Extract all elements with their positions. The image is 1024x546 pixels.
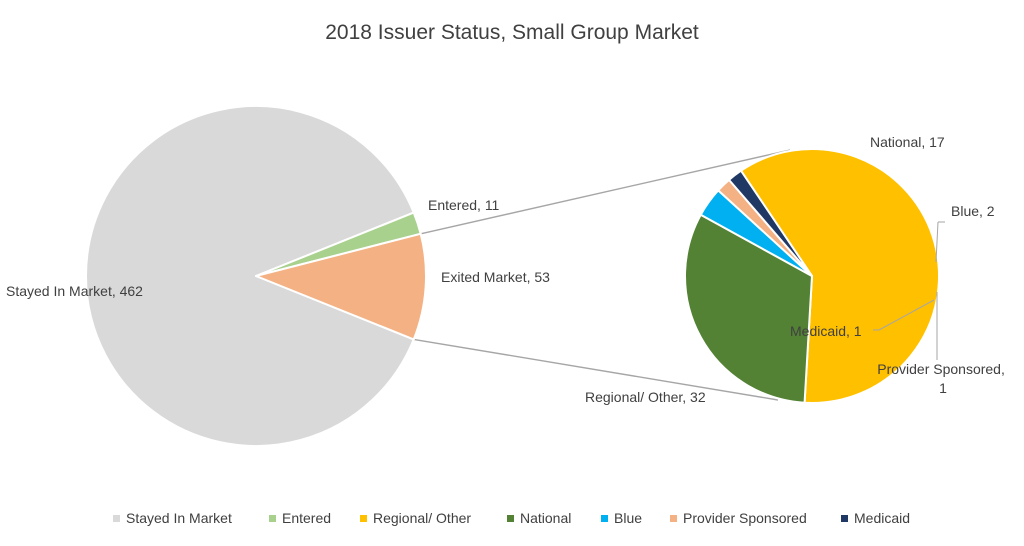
legend-label-stayed-in-market: Stayed In Market [126,510,232,526]
connector-lines [413,149,791,401]
legend-swatch-provider-sponsored [670,515,677,522]
legend-swatch-regional-other [360,515,367,522]
leader-line-blue-2 [935,221,939,263]
main-slice-exited-market [255,232,427,341]
data-label-medicaid: Medicaid, 1 [790,323,862,339]
legend-swatch-national [507,515,514,522]
legend-swatch-entered [269,515,276,522]
legend-swatch-medicaid [841,515,848,522]
legend-label-regional-other: Regional/ Other [373,510,471,526]
leader-lines [873,221,945,360]
secondary-slice-regional-other [739,148,940,404]
data-label-blue: Blue, 2 [951,203,995,219]
secondary-slice-national [684,213,813,404]
chart-title: 2018 Issuer Status, Small Group Market [325,21,699,44]
legend-label-medicaid: Medicaid [854,510,910,526]
data-label-national: National, 17 [870,134,945,150]
secondary-slice-medicaid [728,169,813,277]
data-label-provider-sponsored-line2: 1 [939,380,947,396]
main-pie [85,105,427,447]
legend-label-provider-sponsored: Provider Sponsored [683,510,807,526]
connector-line-bottom [413,338,779,401]
chart-legend: Stayed In Market Entered Regional/ Other… [113,510,910,526]
data-label-stayed-in-market: Stayed In Market, 462 [6,283,143,299]
leader-line-medicaid-2 [878,299,935,331]
legend-swatch-stayed-in-market [113,515,120,522]
connector-line-top [420,149,791,235]
legend-label-blue: Blue [614,510,642,526]
data-label-entered: Entered, 11 [428,197,500,213]
main-slice-stayed-in-market [85,105,415,447]
data-label-regional-other: Regional/ Other, 32 [585,389,706,405]
legend-swatch-blue [601,515,608,522]
legend-label-entered: Entered [282,510,331,526]
secondary-pie [684,148,940,404]
data-label-provider-sponsored-line1: Provider Sponsored, [877,361,1005,377]
legend-label-national: National [520,510,571,526]
data-label-exited-market: Exited Market, 53 [441,269,550,285]
data-label-provider-sponsored: Provider Sponsored, 1 [877,361,1009,396]
